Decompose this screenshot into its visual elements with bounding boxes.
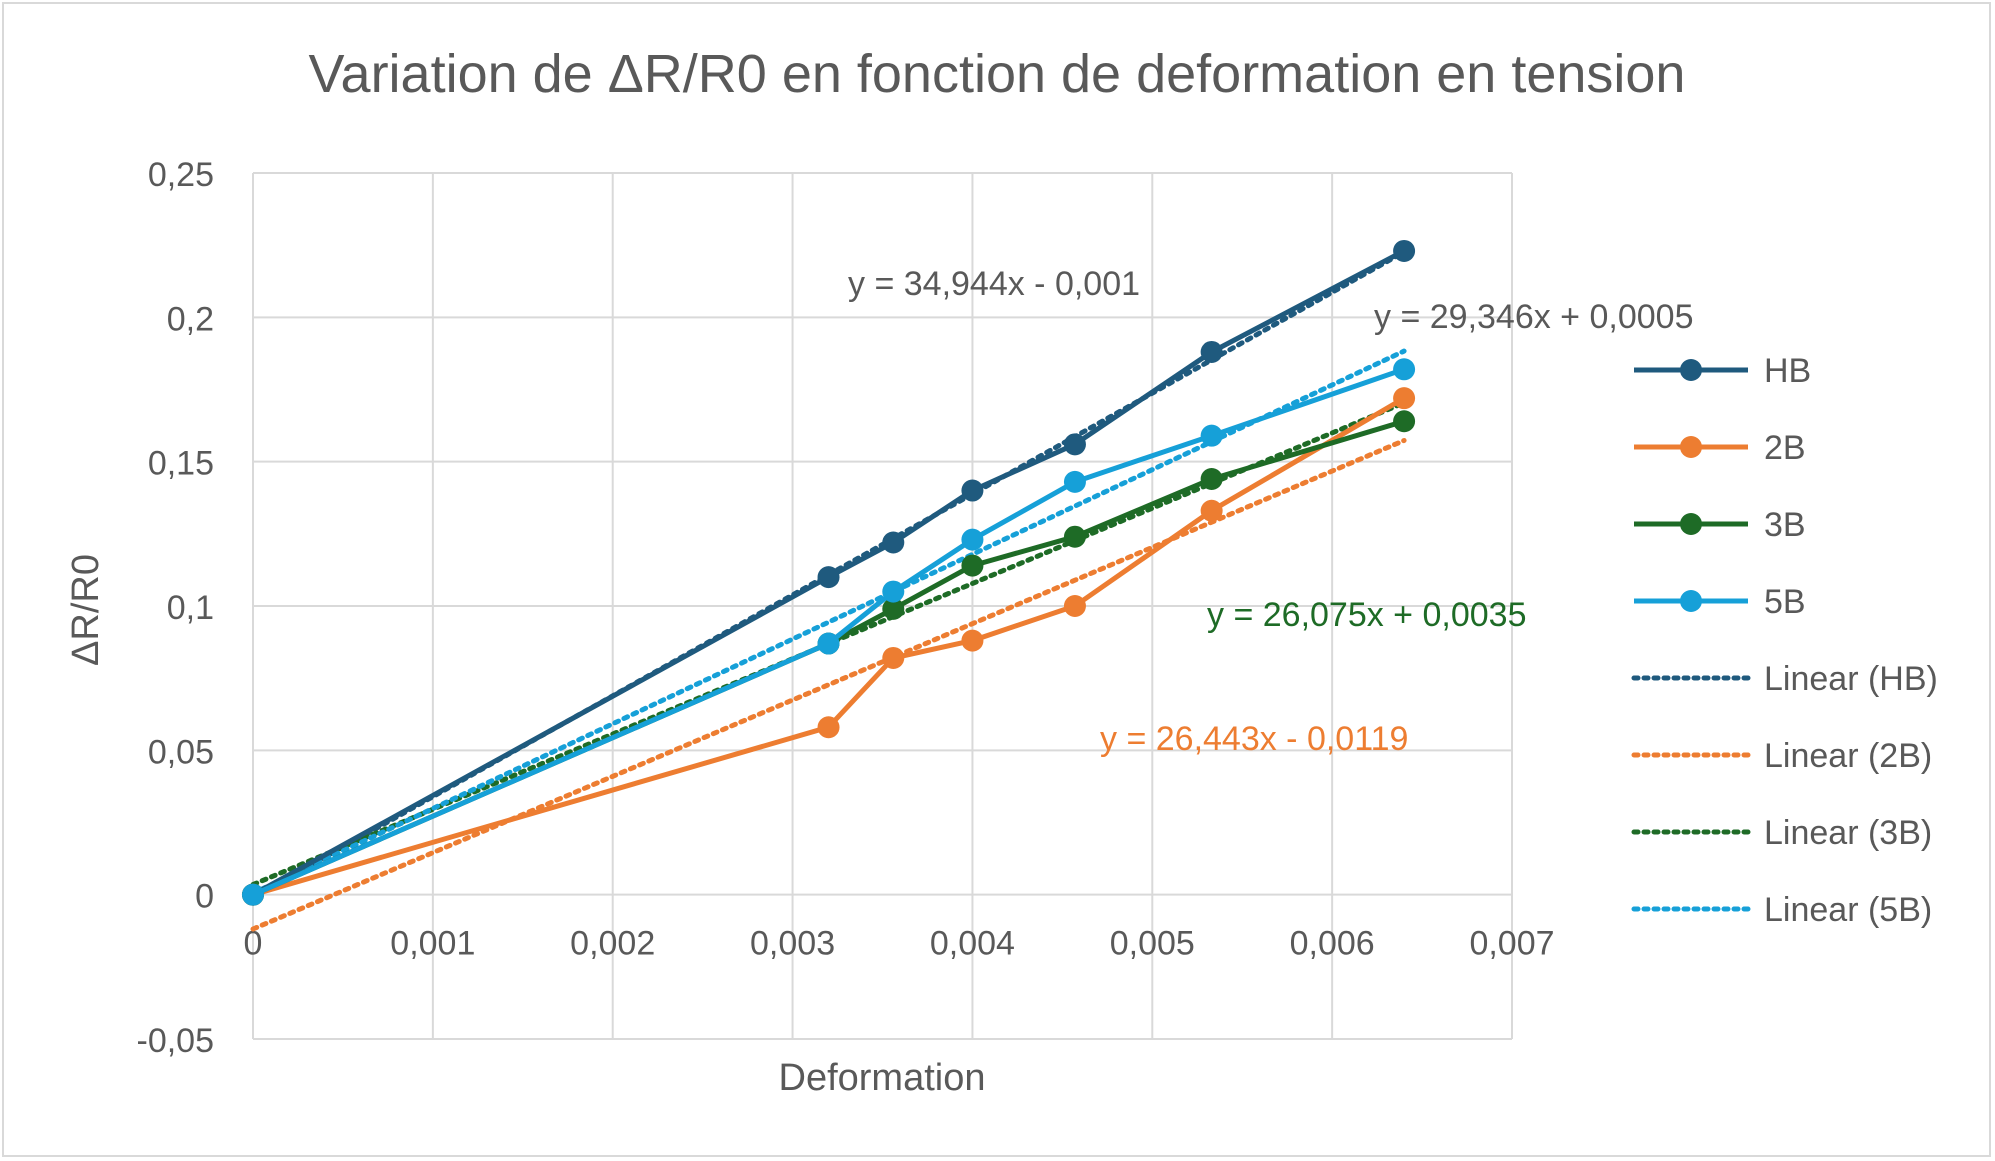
legend-item-linear-hb: Linear (HB) — [1631, 660, 1938, 698]
data-point-5b — [242, 883, 264, 906]
trendlines — [250, 249, 1407, 932]
legend-marker — [1680, 436, 1702, 458]
y-axis-title: ΔR/R0 — [65, 554, 107, 666]
data-point-3b — [1393, 410, 1416, 433]
data-point-5b — [1200, 424, 1223, 447]
chart-title: Variation de ΔR/R0 en fonction de deform… — [309, 44, 1686, 104]
equation-linear-3b: y = 26,075x + 0,0035 — [1207, 596, 1526, 634]
y-tick-label: 0 — [195, 878, 214, 916]
data-point-hb — [961, 479, 984, 502]
data-point-hb — [882, 531, 905, 554]
data-point-2b — [961, 629, 984, 652]
data-point-5b — [1063, 470, 1086, 493]
data-point-5b — [961, 528, 984, 551]
x-axis-ticks: 0 0,001 0,002 0,003 0,004 0,005 0,006 0,007 — [244, 925, 1555, 963]
x-tick-label: 0,007 — [1469, 925, 1554, 963]
legend: HB 2B 3B 5B Linear (HB) Linear (2B) Linear (3B… — [1631, 352, 1938, 929]
x-tick-label: 0,006 — [1290, 925, 1375, 963]
legend-item-linear-3b: Linear (3B) — [1631, 814, 1932, 852]
equation-linear-hb: y = 34,944x - 0,001 — [848, 265, 1140, 303]
legend-label: HB — [1764, 352, 1811, 390]
legend-marker — [1680, 590, 1702, 612]
data-point-2b — [817, 716, 840, 739]
data-point-5b — [817, 632, 840, 655]
y-tick-label: 0,2 — [167, 300, 214, 338]
data-point-3b — [882, 597, 905, 620]
series-line-3b — [251, 418, 1405, 897]
data-series — [242, 239, 1416, 906]
data-point-3b — [1200, 467, 1223, 490]
x-axis-title: Deformation — [779, 1057, 986, 1099]
x-tick-label: 0 — [244, 925, 263, 963]
x-tick-label: 0,004 — [930, 925, 1015, 963]
trendline-equations: y = 34,944x - 0,001 y = 26,443x - 0,0119 y… — [848, 265, 1693, 758]
data-point-5b — [1393, 358, 1416, 381]
legend-item-linear-5b: Linear (5B) — [1631, 891, 1932, 929]
trendline-linear-2b — [250, 437, 1407, 932]
data-point-hb — [1393, 239, 1416, 262]
y-axis-ticks: -0,05 0 0,05 0,1 0,15 0,2 0,25 — [137, 156, 215, 1060]
legend-marker — [1680, 359, 1702, 381]
y-tick-label: 0,1 — [167, 589, 214, 627]
legend-label: Linear (2B) — [1764, 737, 1932, 775]
data-point-hb — [1200, 340, 1223, 363]
legend-item-hb: HB — [1634, 352, 1811, 390]
legend-item-5b: 5B — [1634, 583, 1806, 621]
equation-linear-5b: y = 29,346x + 0,0005 — [1374, 298, 1693, 336]
data-point-2b — [1063, 595, 1086, 617]
x-tick-label: 0,002 — [570, 925, 655, 963]
data-point-3b — [1063, 525, 1086, 548]
data-point-5b — [882, 580, 905, 603]
legend-label: Linear (3B) — [1764, 814, 1932, 852]
x-tick-label: 0,001 — [390, 925, 475, 963]
data-point-2b — [1200, 499, 1223, 522]
data-point-3b — [961, 554, 984, 577]
y-tick-label: 0,05 — [148, 733, 214, 771]
equation-linear-2b: y = 26,443x - 0,0119 — [1100, 720, 1408, 758]
x-tick-label: 0,003 — [750, 925, 835, 963]
legend-label: 2B — [1764, 429, 1806, 467]
legend-label: 3B — [1764, 506, 1806, 544]
y-tick-label: 0,15 — [148, 445, 214, 483]
data-point-2b — [1393, 387, 1416, 410]
legend-label: Linear (5B) — [1764, 891, 1932, 929]
legend-label: 5B — [1764, 583, 1806, 621]
data-point-hb — [817, 566, 840, 589]
legend-item-linear-2b: Linear (2B) — [1631, 737, 1932, 775]
legend-label: Linear (HB) — [1764, 660, 1938, 698]
data-point-2b — [882, 646, 905, 669]
data-point-hb — [1063, 433, 1086, 456]
x-tick-label: 0,005 — [1110, 925, 1195, 963]
legend-item-2b: 2B — [1634, 429, 1806, 467]
y-tick-label: -0,05 — [137, 1022, 215, 1060]
legend-marker — [1680, 513, 1702, 535]
legend-item-3b: 3B — [1634, 506, 1806, 544]
gridlines — [252, 172, 1513, 1040]
y-tick-label: 0,25 — [148, 156, 214, 194]
